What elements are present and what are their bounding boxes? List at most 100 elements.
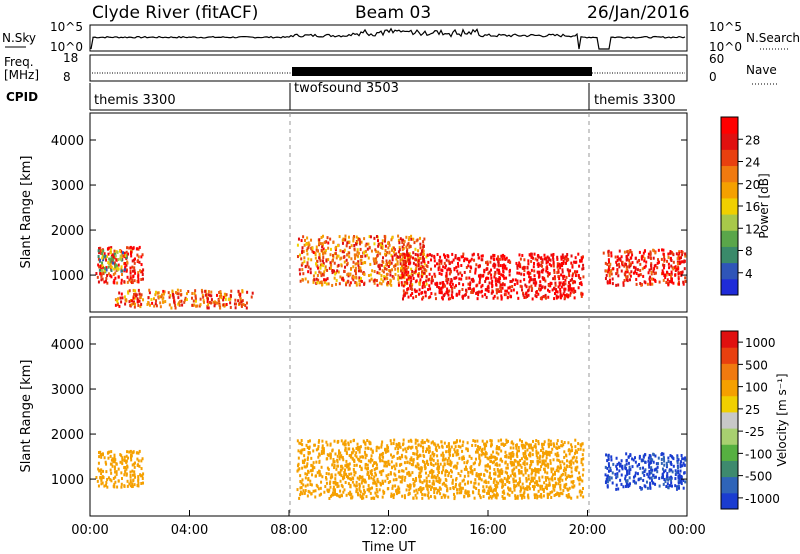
scatter-mark xyxy=(325,477,328,481)
scatter-mark xyxy=(518,271,521,275)
scatter-mark xyxy=(503,491,506,495)
scatter-mark xyxy=(357,265,360,269)
scatter-mark xyxy=(419,486,422,490)
scatter-mark xyxy=(571,274,574,278)
scatter-mark xyxy=(525,457,528,461)
scatter-mark xyxy=(559,475,562,479)
scatter-mark xyxy=(99,246,102,250)
scatter-mark xyxy=(129,475,132,479)
scatter-mark xyxy=(570,445,573,449)
scatter-mark xyxy=(654,454,657,458)
scatter-mark xyxy=(304,472,307,476)
scatter-mark xyxy=(355,275,358,279)
scatter-mark xyxy=(508,493,511,497)
scatter-mark xyxy=(414,290,417,294)
scatter-mark xyxy=(507,488,510,492)
scatter-mark xyxy=(427,494,430,498)
scatter-mark xyxy=(539,288,542,292)
scatter-mark xyxy=(326,268,329,272)
scatter-mark xyxy=(395,478,398,482)
scatter-mark xyxy=(495,457,498,461)
scatter-mark xyxy=(120,281,123,285)
scatter-mark xyxy=(402,274,405,278)
scatter-mark xyxy=(542,487,545,491)
scatter-mark xyxy=(642,251,645,255)
scatter-mark xyxy=(566,268,569,272)
scatter-mark xyxy=(356,442,359,446)
scatter-mark xyxy=(212,300,215,304)
scatter-mark xyxy=(579,277,582,281)
scatter-mark xyxy=(529,454,532,458)
scatter-mark xyxy=(632,475,635,479)
scatter-mark xyxy=(345,473,348,477)
scatter-mark xyxy=(644,453,647,457)
scatter-mark xyxy=(417,273,420,277)
scatter-mark xyxy=(436,282,439,286)
colorbar-segment xyxy=(721,411,738,429)
scatter-mark xyxy=(222,298,225,302)
scatter-mark xyxy=(629,249,632,253)
scatter-mark xyxy=(304,484,307,488)
scatter-mark xyxy=(407,493,410,497)
scatter-mark xyxy=(474,271,477,275)
scatter-mark xyxy=(416,456,419,460)
scatter-mark xyxy=(445,290,448,294)
scatter-mark xyxy=(137,481,140,485)
scatter-mark xyxy=(496,296,499,300)
scatter-mark xyxy=(346,465,349,469)
scatter-mark xyxy=(361,475,364,479)
scatter-mark xyxy=(478,463,481,467)
scatter-mark xyxy=(342,442,345,446)
scatter-mark xyxy=(427,496,430,500)
scatter-mark xyxy=(515,453,518,457)
scatter-mark xyxy=(617,257,620,261)
scatter-mark xyxy=(113,261,116,265)
scatter-mark xyxy=(495,291,498,295)
scatter-mark xyxy=(304,489,307,493)
scatter-mark xyxy=(329,261,332,265)
scatter-mark xyxy=(303,243,306,247)
scatter-mark xyxy=(106,281,109,285)
scatter-mark xyxy=(557,285,560,289)
scatter-mark xyxy=(654,482,657,486)
scatter-mark xyxy=(622,281,625,285)
scatter-mark xyxy=(560,285,563,289)
scatter-mark xyxy=(394,264,397,268)
scatter-mark xyxy=(648,472,651,476)
scatter-mark xyxy=(417,264,420,268)
scatter-mark xyxy=(306,494,309,498)
scatter-mark xyxy=(329,485,332,489)
scatter-mark xyxy=(106,485,109,489)
scatter-mark xyxy=(133,465,136,469)
scatter-mark xyxy=(194,295,197,299)
scatter-mark xyxy=(627,249,630,253)
scatter-mark xyxy=(522,486,525,490)
scatter-mark xyxy=(537,255,540,259)
scatter-mark xyxy=(567,272,570,276)
scatter-mark xyxy=(533,269,536,273)
scatter-mark xyxy=(628,465,631,469)
scatter-mark xyxy=(537,253,540,257)
scatter-mark xyxy=(430,475,433,479)
scatter-mark xyxy=(325,481,328,485)
scatter-mark xyxy=(426,448,429,452)
scatter-mark xyxy=(458,491,461,495)
scatter-mark xyxy=(462,252,465,256)
scatter-mark xyxy=(527,262,530,266)
scatter-mark xyxy=(432,463,435,467)
scatter-mark xyxy=(112,460,115,464)
scatter-mark xyxy=(559,289,562,293)
scatter-mark xyxy=(541,451,544,455)
scatter-mark xyxy=(501,286,504,290)
scatter-mark xyxy=(132,288,135,292)
scatter-mark xyxy=(464,482,467,486)
scatter-mark xyxy=(424,493,427,497)
scatter-mark xyxy=(421,256,424,260)
scatter-mark xyxy=(326,277,329,281)
scatter-mark xyxy=(615,283,618,287)
scatter-mark xyxy=(370,496,373,500)
scatter-mark xyxy=(676,486,679,490)
scatter-mark xyxy=(208,300,211,304)
scatter-mark xyxy=(542,494,545,498)
scatter-mark xyxy=(472,289,475,293)
